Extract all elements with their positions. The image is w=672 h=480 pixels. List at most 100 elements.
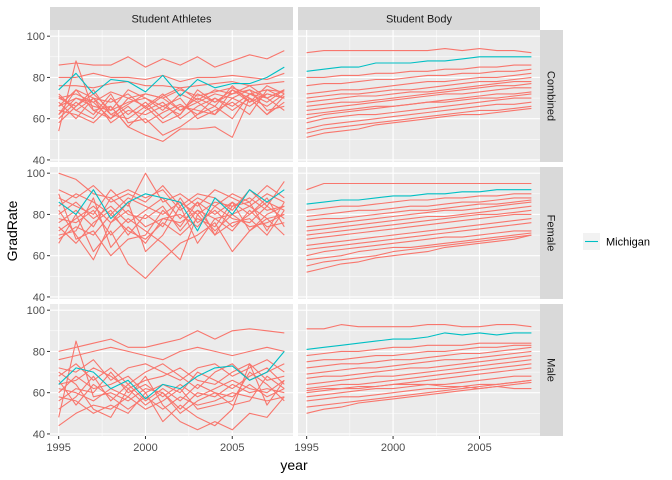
- series-line-other: [306, 213, 532, 240]
- series-line-other: [58, 193, 285, 257]
- series-line-other: [58, 89, 285, 142]
- series-line-other: [306, 105, 532, 134]
- series-line-other: [306, 355, 532, 379]
- series-line-other: [58, 85, 285, 116]
- series-line-other: [306, 342, 532, 357]
- series-line-other: [58, 371, 285, 410]
- panel-student-body-female: [298, 167, 540, 299]
- series-line-other: [58, 346, 285, 361]
- strip-label-student-athletes: Student Athletes: [131, 14, 212, 26]
- panel-student-athletes-combined: [50, 30, 293, 162]
- series-line-michigan: [306, 332, 532, 350]
- panel-student-athletes-female: [50, 167, 293, 299]
- series-line-other: [306, 83, 532, 107]
- series-line-michigan: [58, 66, 285, 97]
- x-axis-title: year: [280, 457, 308, 473]
- series-line-other: [58, 93, 285, 136]
- series-line-other: [58, 340, 285, 418]
- x-tick-label: 2000: [133, 442, 157, 454]
- series-line-other: [306, 346, 532, 369]
- series-line-other: [306, 97, 532, 124]
- series-line-other: [306, 197, 532, 218]
- series-line-michigan: [306, 56, 532, 72]
- series-line-other: [58, 371, 285, 418]
- series-line-other: [58, 85, 285, 109]
- x-tick-label: 2005: [220, 442, 244, 454]
- strip-label-male: Male: [545, 358, 557, 382]
- y-tick-label: 100: [27, 305, 45, 317]
- y-tick-label: 80: [33, 209, 45, 221]
- series-line-other: [306, 182, 532, 191]
- y-tick-label: 40: [33, 292, 45, 304]
- y-tick-label: 60: [33, 388, 45, 400]
- series-line-other: [58, 50, 285, 68]
- series-line-other: [58, 375, 285, 431]
- facet-strips: Student Athletes Student Body Combined Fema…: [50, 7, 563, 436]
- series-line-other: [306, 350, 532, 375]
- series-line-other: [306, 193, 532, 211]
- panel-background: [298, 304, 540, 436]
- panel-background: [298, 167, 540, 299]
- series-line-other: [58, 72, 285, 83]
- panel-student-body-male: [298, 304, 540, 436]
- series-line-other: [306, 93, 532, 120]
- panel-student-body-combined: [298, 30, 540, 162]
- strip-top-student-body: [298, 7, 540, 30]
- series-line-other: [306, 344, 532, 363]
- series-line-other: [58, 363, 285, 390]
- series-line-other: [306, 375, 532, 398]
- series-line-other: [58, 213, 285, 279]
- series-line-other: [306, 81, 532, 103]
- series-line-other: [306, 199, 532, 222]
- y-tick-label: 40: [33, 429, 45, 441]
- strip-label-student-body: Student Body: [386, 14, 453, 26]
- series-line-other: [58, 197, 285, 244]
- y-tick-label: 100: [27, 31, 45, 43]
- series-line-other: [306, 232, 532, 261]
- y-tick-label: 100: [27, 168, 45, 180]
- series-line-other: [58, 359, 285, 381]
- series-line-other: [58, 81, 285, 89]
- strip-right-male: [540, 304, 563, 436]
- panel-background: [50, 167, 293, 299]
- x-tick-label: 1995: [294, 442, 318, 454]
- series-line-other: [306, 76, 532, 99]
- series-line-other: [58, 89, 285, 120]
- x-tick-label: 1995: [46, 442, 70, 454]
- series-line-other: [306, 107, 532, 138]
- series-line-other: [58, 205, 285, 232]
- series-line-other: [306, 64, 532, 78]
- strip-top-student-athletes: [50, 7, 293, 30]
- y-tick-label: 60: [33, 251, 45, 263]
- series-line-michigan: [58, 189, 285, 232]
- series-line-other: [306, 359, 532, 385]
- series-line-other: [306, 48, 532, 54]
- series-line-other: [58, 197, 285, 248]
- series-line-other: [306, 379, 532, 408]
- y-tick-label: 80: [33, 72, 45, 84]
- y-axis-title: GradRate: [4, 200, 20, 261]
- panel-student-athletes-male: [50, 304, 293, 436]
- series-line-other: [306, 218, 532, 246]
- series-line-other: [58, 197, 285, 224]
- series-line-michigan: [306, 189, 532, 205]
- series-line-other: [306, 68, 532, 87]
- series-line-other: [306, 324, 532, 330]
- series-line-other: [58, 89, 285, 124]
- strip-label-female: Female: [545, 215, 557, 252]
- series-line-other: [58, 172, 285, 215]
- series-line-other: [58, 371, 285, 402]
- legend-label-michigan: Michigan: [606, 237, 650, 249]
- series-line-other: [58, 328, 285, 352]
- strip-right-female: [540, 167, 563, 299]
- x-tick-label: 2000: [381, 442, 405, 454]
- series-line-other: [306, 234, 532, 267]
- y-tick-label: 40: [33, 155, 45, 167]
- series-line-other: [306, 222, 532, 251]
- series-line-other: [306, 381, 532, 414]
- strip-label-combined: Combined: [545, 71, 557, 121]
- series-line-michigan: [58, 351, 285, 400]
- series-line-other: [306, 234, 532, 273]
